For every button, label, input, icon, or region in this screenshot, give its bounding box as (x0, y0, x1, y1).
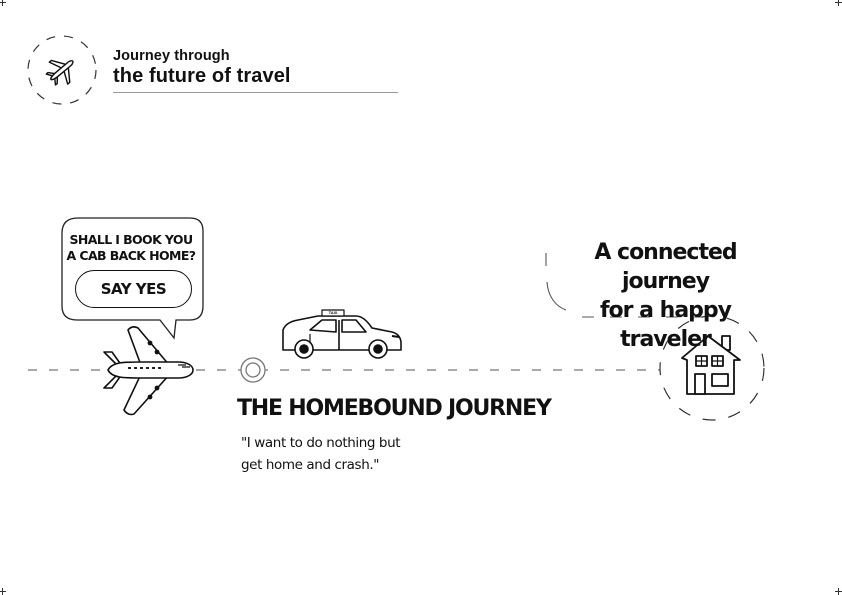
taxi-roof-sign-text: TAXI (328, 310, 338, 315)
timeline-node-icon (240, 357, 266, 383)
stage-title: THE HOMEBOUND JOURNEY (237, 396, 552, 421)
quote-line-1: "I want to do nothing but (241, 435, 401, 451)
header-subtitle: Journey through (113, 48, 230, 64)
tagline-frame (545, 253, 704, 318)
crop-mark-top-left (0, 0, 6, 6)
crop-mark-bottom-left (0, 588, 6, 595)
header-divider (113, 92, 398, 93)
stage-quote: "I want to do nothing but get home and c… (241, 432, 401, 476)
taxi-icon (282, 309, 402, 359)
airplane-badge-icon (27, 35, 97, 105)
taxi-roof-sign: TAXI (322, 310, 344, 316)
quote-line-2: get home and crash." (241, 457, 380, 473)
crop-mark-top-right (835, 0, 842, 6)
house-icon (659, 315, 765, 421)
tagline-line-2: for a happy traveler (599, 298, 732, 352)
tagline-line-1: A connected journey (594, 240, 737, 294)
tagline: A connected journey for a happy traveler (553, 238, 778, 354)
page-title: the future of travel (113, 65, 291, 87)
say-yes-button[interactable]: SAY YES (75, 270, 192, 308)
airplane-icon (103, 326, 194, 416)
bubble-question: SHALL I BOOK YOU A CAB BACK HOME? (66, 232, 196, 263)
crop-mark-bottom-right (835, 588, 842, 595)
say-yes-label: SAY YES (100, 280, 167, 298)
